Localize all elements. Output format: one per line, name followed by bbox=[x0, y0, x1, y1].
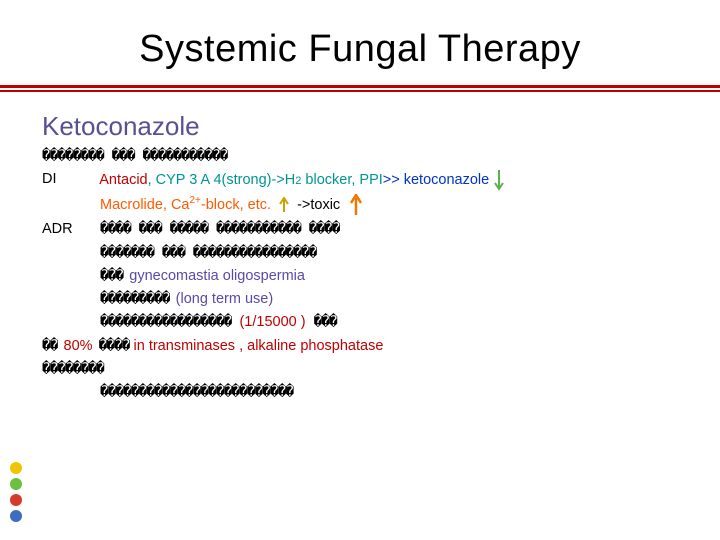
adr-longterm: (long term use) bbox=[176, 291, 274, 307]
decor-dots bbox=[10, 458, 22, 526]
dot-blue bbox=[10, 510, 22, 522]
up-arrow-big-icon bbox=[350, 194, 362, 216]
up-arrow-small-icon bbox=[279, 197, 289, 213]
di-macrolide: Macrolide, Ca bbox=[100, 197, 189, 213]
page-title: Systemic Fungal Therapy bbox=[42, 28, 678, 85]
footer-boxes: ������������������������� bbox=[100, 384, 293, 400]
down-arrow-icon bbox=[493, 169, 505, 191]
dot-yellow bbox=[10, 462, 22, 474]
rule-thin bbox=[0, 90, 720, 92]
di-cyp: , CYP 3 A 4(strong) bbox=[148, 172, 272, 188]
adr-boxes-b: ������� ��� ���������������� bbox=[100, 245, 316, 261]
di-label: DI bbox=[42, 169, 96, 189]
di-arrow1: ->H bbox=[271, 172, 295, 188]
adr-line4-boxes: ��������� bbox=[100, 291, 170, 307]
rule-thick bbox=[0, 85, 720, 88]
adr-row-1: ADR ���� ��� ����� ����������� ���� bbox=[42, 219, 678, 239]
slide: Systemic Fungal Therapy Ketoconazole ���… bbox=[0, 0, 720, 540]
di-ca2plus: 2+ bbox=[189, 195, 200, 206]
di-row-2: Macrolide, Ca2+-block, etc. ->toxic bbox=[42, 194, 678, 216]
body-content: �������� ��� ����������� DI Antacid, CYP… bbox=[42, 146, 678, 403]
adr-row-2: ������� ��� ���������������� bbox=[42, 243, 678, 263]
footer-row: ������������������������� bbox=[42, 382, 678, 402]
adr-row-7: �������� bbox=[42, 359, 678, 379]
di-gtgt: >> ketoconazole bbox=[383, 172, 489, 188]
adr-row-6: �� 80% ���� in transminases , alkaline p… bbox=[42, 336, 678, 356]
di-after-h2: blocker, PPI bbox=[301, 172, 382, 188]
adr-line6-boxes-a: �� bbox=[42, 338, 57, 354]
adr-gyneco: gynecomastia oligospermia bbox=[129, 268, 305, 284]
adr-line5-boxes-b: ��� bbox=[314, 314, 337, 330]
adr-label: ADR bbox=[42, 219, 96, 239]
adr-row-4: ��������� (long term use) bbox=[42, 289, 678, 309]
di-row-1: DI Antacid, CYP 3 A 4(strong)->H2 blocke… bbox=[42, 169, 678, 191]
adr-boxes-a: ���� ��� ����� ����������� ���� bbox=[100, 221, 340, 237]
dot-green bbox=[10, 478, 22, 490]
garbled-line-1: �������� ��� ����������� bbox=[42, 146, 678, 166]
di-toxic: ->toxic bbox=[297, 197, 340, 213]
di-block-etc: -block, etc. bbox=[201, 197, 271, 213]
drug-subtitle: Ketoconazole bbox=[42, 111, 678, 142]
title-underline bbox=[0, 85, 720, 93]
adr-row-3: ��� gynecomastia oligospermia bbox=[42, 266, 678, 286]
adr-80pct: 80% bbox=[64, 338, 93, 354]
adr-line6-boxes-b: ���� bbox=[99, 338, 130, 354]
adr-line3-boxes: ��� bbox=[100, 268, 123, 284]
adr-line5-boxes-a: ����������������� bbox=[100, 314, 231, 330]
dot-red bbox=[10, 494, 22, 506]
di-antacid: Antacid bbox=[99, 172, 147, 188]
adr-transaminases: in transminases , alkaline phosphatase bbox=[134, 338, 384, 354]
adr-row-5: ����������������� (1/15000 ) ��� bbox=[42, 312, 678, 332]
adr-incidence: (1/15000 ) bbox=[239, 314, 305, 330]
